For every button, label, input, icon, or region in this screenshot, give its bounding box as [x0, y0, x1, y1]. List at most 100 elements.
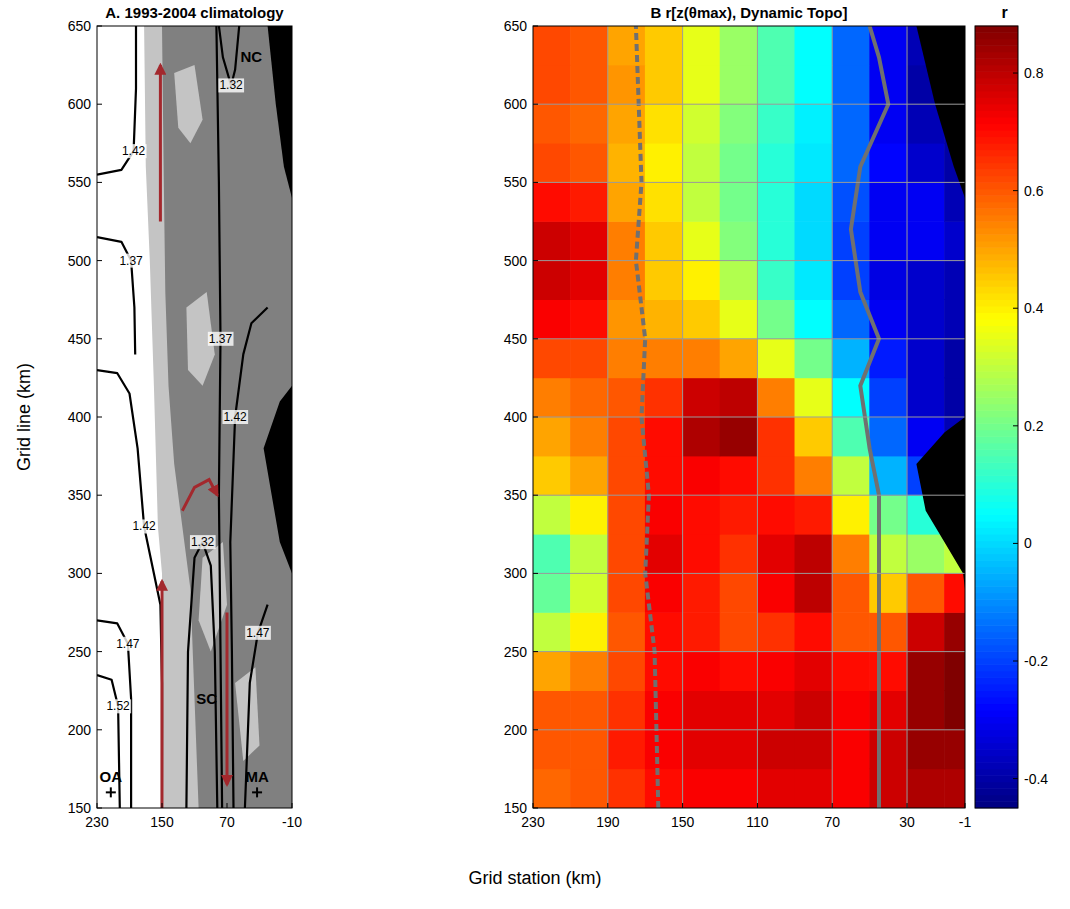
- contour-line: [97, 370, 162, 808]
- colorbar-segment: [975, 795, 1018, 802]
- heat-cell: [682, 690, 720, 730]
- y-tick: [533, 417, 538, 418]
- colorbar-segment: [975, 743, 1018, 750]
- x-tick-label: 30: [899, 814, 915, 830]
- heat-cell: [907, 573, 945, 613]
- colorbar-segment: [975, 189, 1018, 196]
- colorbar-segment: [975, 254, 1018, 261]
- y-tick: [97, 573, 102, 574]
- colorbar-segment: [975, 684, 1018, 691]
- heat-cell: [608, 299, 646, 339]
- colorbar-tick: [1013, 308, 1018, 309]
- panel-title: B r[z(θmax), Dynamic Topo]: [650, 4, 847, 21]
- heat-cell: [757, 182, 795, 222]
- contour-label: 1.47: [246, 626, 270, 640]
- heat-cell: [832, 456, 870, 496]
- colorbar-segment: [975, 651, 1018, 658]
- contour-label: 1.42: [122, 144, 146, 158]
- heat-cell: [533, 26, 571, 65]
- colorbar-segment: [975, 567, 1018, 574]
- heat-cell: [645, 651, 683, 691]
- colorbar-segment: [975, 606, 1018, 613]
- colorbar-segment: [975, 136, 1018, 143]
- heat-cell: [795, 612, 833, 652]
- heat-cell: [570, 690, 608, 730]
- heat-cell: [944, 573, 965, 613]
- contour-line: [186, 542, 217, 808]
- heat-cell: [720, 730, 758, 770]
- y-tick-label: 250: [504, 644, 528, 660]
- y-tick-label: 550: [68, 174, 92, 190]
- x-axis-title: Grid station (km): [468, 868, 601, 888]
- heat-cell: [608, 730, 646, 770]
- y-tick: [533, 808, 538, 809]
- contour-label: 1.32: [219, 78, 243, 92]
- heat-cell: [533, 495, 571, 535]
- grid-line: [533, 104, 965, 105]
- colorbar-segment: [975, 299, 1018, 306]
- x-tick: [97, 803, 98, 808]
- y-tick: [97, 495, 102, 496]
- colorbar-segment: [975, 716, 1018, 723]
- heat-cell: [645, 260, 683, 300]
- colorbar-tick: [1013, 543, 1018, 544]
- contour-label-group: 1.32: [190, 535, 216, 549]
- heat-cell: [944, 221, 965, 261]
- contour-line: [219, 26, 239, 85]
- contour-label-group: 1.47: [115, 637, 141, 651]
- colorbar-segment: [975, 247, 1018, 254]
- x-tick: [162, 803, 163, 808]
- contour-line: [97, 675, 120, 808]
- colorbar-segment: [975, 554, 1018, 561]
- heat-cell: [645, 143, 683, 183]
- heat-cell: [720, 690, 758, 730]
- contour-label-group: 1.37: [208, 332, 234, 346]
- heat-cell: [795, 730, 833, 770]
- heat-cell: [533, 651, 571, 691]
- heat-cell: [907, 143, 945, 183]
- heat-cell: [533, 573, 571, 613]
- colorbar-segment: [975, 84, 1018, 91]
- colorbar-tick: [1013, 425, 1018, 426]
- panel-title: A. 1993-2004 climatology: [105, 4, 284, 21]
- contour-label-group: 1.47: [245, 626, 271, 640]
- colorbar-segment: [975, 801, 1018, 808]
- colorbar-segment: [975, 514, 1018, 521]
- colorbar-segment: [975, 423, 1018, 430]
- y-tick-label: 150: [504, 800, 528, 816]
- colorbar-segment: [975, 462, 1018, 469]
- heat-cell: [608, 65, 646, 105]
- colorbar-segment: [975, 202, 1018, 209]
- heat-cell: [757, 417, 795, 457]
- contour-label-group: 1.42: [131, 519, 157, 533]
- heat-cell: [757, 260, 795, 300]
- heat-cell: [608, 651, 646, 691]
- y-tick: [533, 182, 538, 183]
- heat-cell: [832, 573, 870, 613]
- y-tick-label: 650: [504, 18, 528, 34]
- y-tick: [97, 651, 102, 652]
- heat-cell: [533, 182, 571, 222]
- heat-cell: [795, 182, 833, 222]
- colorbar-segment: [975, 723, 1018, 730]
- heat-cell: [570, 378, 608, 418]
- colorbar-segment: [975, 404, 1018, 411]
- heat-cell: [832, 769, 870, 808]
- y-tick: [97, 182, 102, 183]
- heat-cell: [533, 143, 571, 183]
- colorbar-segment: [975, 632, 1018, 639]
- colorbar-segment: [975, 671, 1018, 678]
- heat-cell: [645, 417, 683, 457]
- label-patch: [208, 332, 234, 346]
- heat-cell: [757, 65, 795, 105]
- heat-cell: [720, 651, 758, 691]
- x-tick: [292, 803, 293, 808]
- colorbar-segment: [975, 756, 1018, 763]
- heat-cell: [832, 730, 870, 770]
- flow-arrow: [161, 581, 164, 808]
- heat-cell: [720, 456, 758, 496]
- heat-cell: [645, 534, 683, 574]
- heat-cell: [757, 143, 795, 183]
- y-tick: [533, 495, 538, 496]
- colorbar-segment: [975, 91, 1018, 98]
